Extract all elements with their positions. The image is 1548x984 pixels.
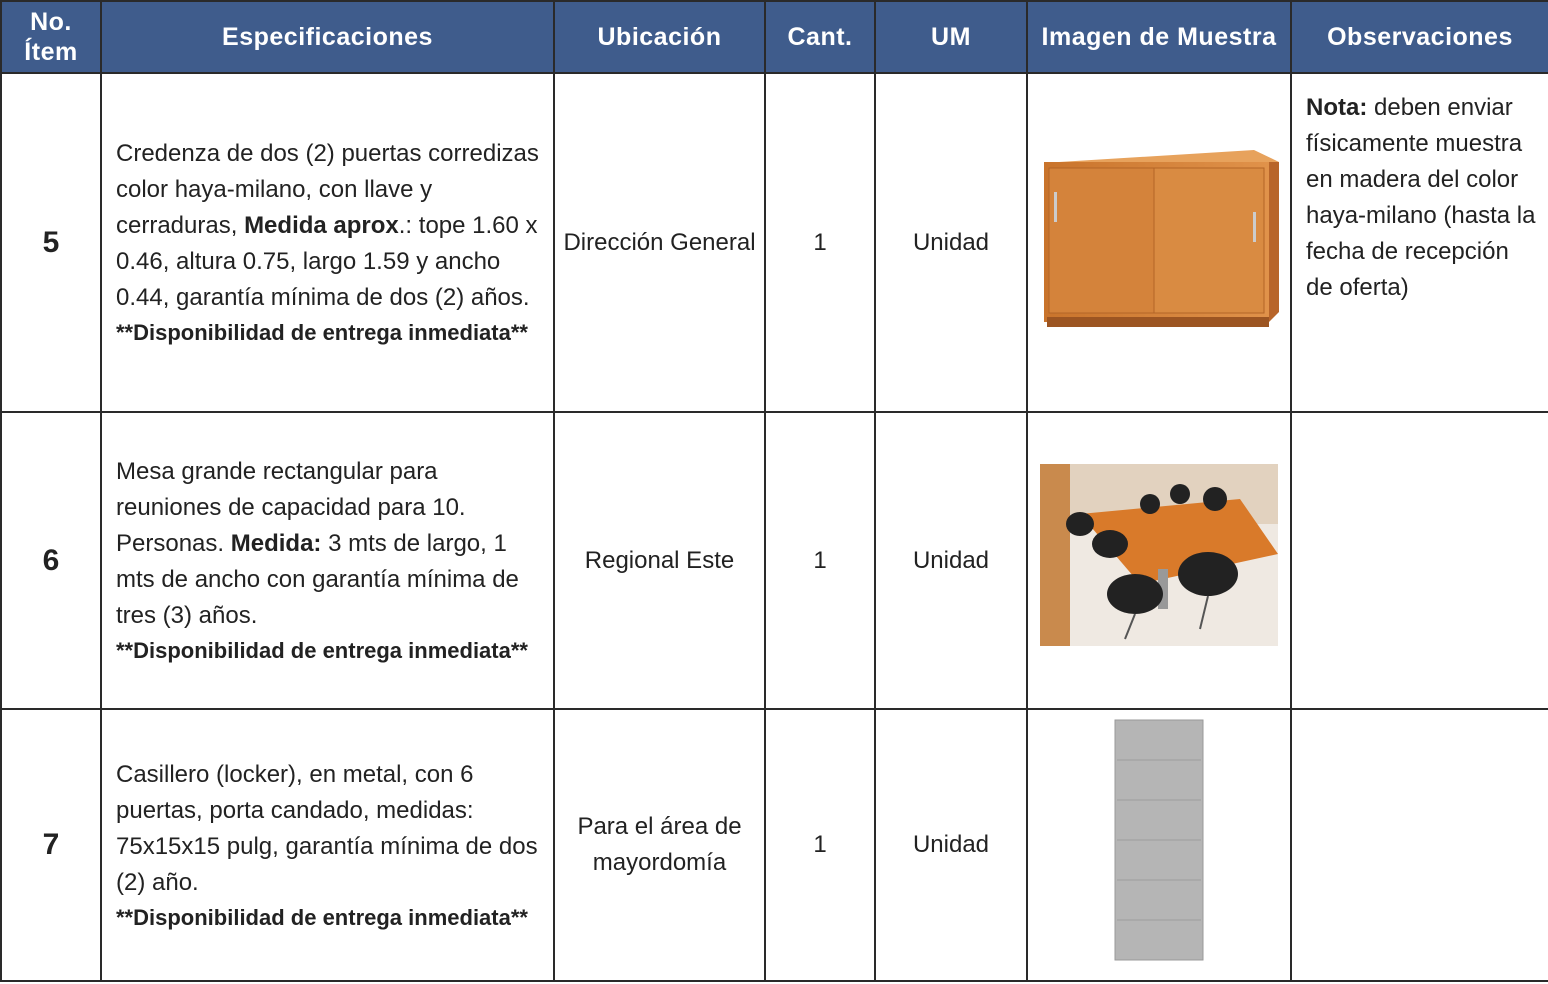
location: Regional Este bbox=[553, 411, 766, 710]
credenza-image bbox=[1044, 150, 1279, 327]
header-row: No. Ítem Especificaciones Ubicación Cant. UM… bbox=[0, 0, 1548, 74]
specification: Credenza de dos (2) puertas corredizas c… bbox=[100, 72, 555, 413]
text: 3 mts de largo, 1 mts de ancho con garan… bbox=[116, 530, 519, 629]
delivery-note: **Disponibilidad de entrega inmediata** bbox=[116, 904, 528, 930]
column-header: UM bbox=[874, 0, 1028, 74]
location: Dirección General bbox=[553, 72, 766, 413]
specification: Casillero (locker), en metal, con 6 puer… bbox=[100, 708, 555, 982]
unit: Unidad bbox=[874, 72, 1028, 413]
item-number: 5 bbox=[0, 72, 102, 413]
quantity: 1 bbox=[764, 72, 876, 413]
unit: Unidad bbox=[874, 411, 1028, 710]
column-header: Imagen de Muestra bbox=[1026, 0, 1292, 74]
table-row: 5 Credenza de dos (2) puertas corredizas … bbox=[0, 72, 1548, 413]
item-number: 7 bbox=[0, 708, 102, 982]
text: Credenza de dos (2) puertas corredizas c… bbox=[116, 140, 539, 239]
quantity: 1 bbox=[764, 708, 876, 982]
bold-text: Nota: bbox=[1306, 94, 1368, 121]
sample-image bbox=[1026, 411, 1292, 710]
text: Casillero (locker), en metal, con 6 puer… bbox=[116, 760, 538, 896]
table-row: 7 Casillero (locker), en metal, con 6 pue… bbox=[0, 708, 1548, 982]
column-header: Especificaciones bbox=[100, 0, 555, 74]
table-row: 6 Mesa grande rectangular para reuniones … bbox=[0, 411, 1548, 710]
text: Mesa grande rectangular para reuniones d… bbox=[116, 458, 466, 557]
bold-text: Medida: bbox=[230, 530, 322, 557]
observations bbox=[1290, 411, 1548, 710]
column-header: Ubicación bbox=[553, 0, 766, 74]
column-header: No. Ítem bbox=[0, 0, 102, 74]
column-header: Observaciones bbox=[1290, 0, 1548, 74]
column-header: Cant. bbox=[764, 0, 876, 74]
delivery-note: **Disponibilidad de entrega inmediata** bbox=[116, 638, 528, 663]
delivery-note: **Disponibilidad de entrega inmediata** bbox=[116, 320, 528, 345]
bold-text: Medida aprox bbox=[244, 212, 399, 239]
specification: Mesa grande rectangular para reuniones d… bbox=[100, 411, 555, 710]
sample-image bbox=[1026, 72, 1292, 413]
quantity: 1 bbox=[764, 411, 876, 710]
item-number: 6 bbox=[0, 411, 102, 710]
location: Para el área de mayordomía bbox=[553, 708, 766, 982]
sample-image bbox=[1026, 708, 1292, 982]
text: .: tope 1.60 x 0.46, altura 0.75, largo … bbox=[116, 212, 538, 311]
observations bbox=[1290, 708, 1548, 982]
locker-image bbox=[1114, 719, 1204, 960]
observations: Nota: deben enviar físicamente muestra e… bbox=[1290, 72, 1548, 413]
text: deben enviar físicamente muestra en made… bbox=[1306, 94, 1536, 301]
meeting-table-image bbox=[1040, 464, 1278, 646]
unit: Unidad bbox=[874, 708, 1028, 982]
